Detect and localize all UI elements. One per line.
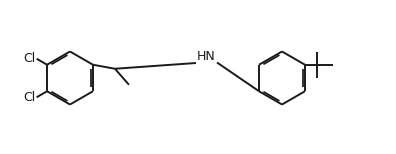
Text: Cl: Cl bbox=[23, 91, 36, 104]
Text: HN: HN bbox=[197, 49, 216, 63]
Text: Cl: Cl bbox=[23, 52, 36, 65]
